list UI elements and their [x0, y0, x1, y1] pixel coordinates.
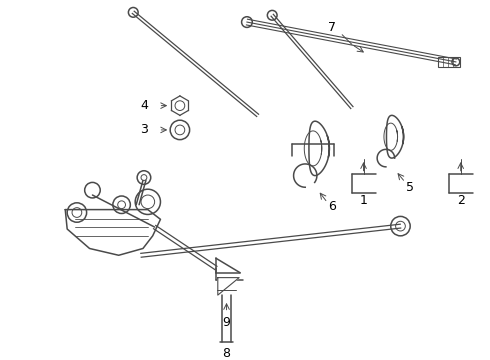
Text: 8: 8 [222, 347, 230, 360]
Text: 2: 2 [457, 194, 465, 207]
Text: 4: 4 [140, 99, 148, 112]
Text: 1: 1 [360, 194, 368, 207]
Text: 5: 5 [406, 181, 414, 194]
Text: 9: 9 [222, 316, 230, 329]
Text: 3: 3 [140, 123, 148, 136]
Text: 6: 6 [328, 200, 337, 213]
Text: 7: 7 [328, 21, 337, 35]
Polygon shape [218, 278, 239, 295]
Bar [439, 57, 460, 67]
